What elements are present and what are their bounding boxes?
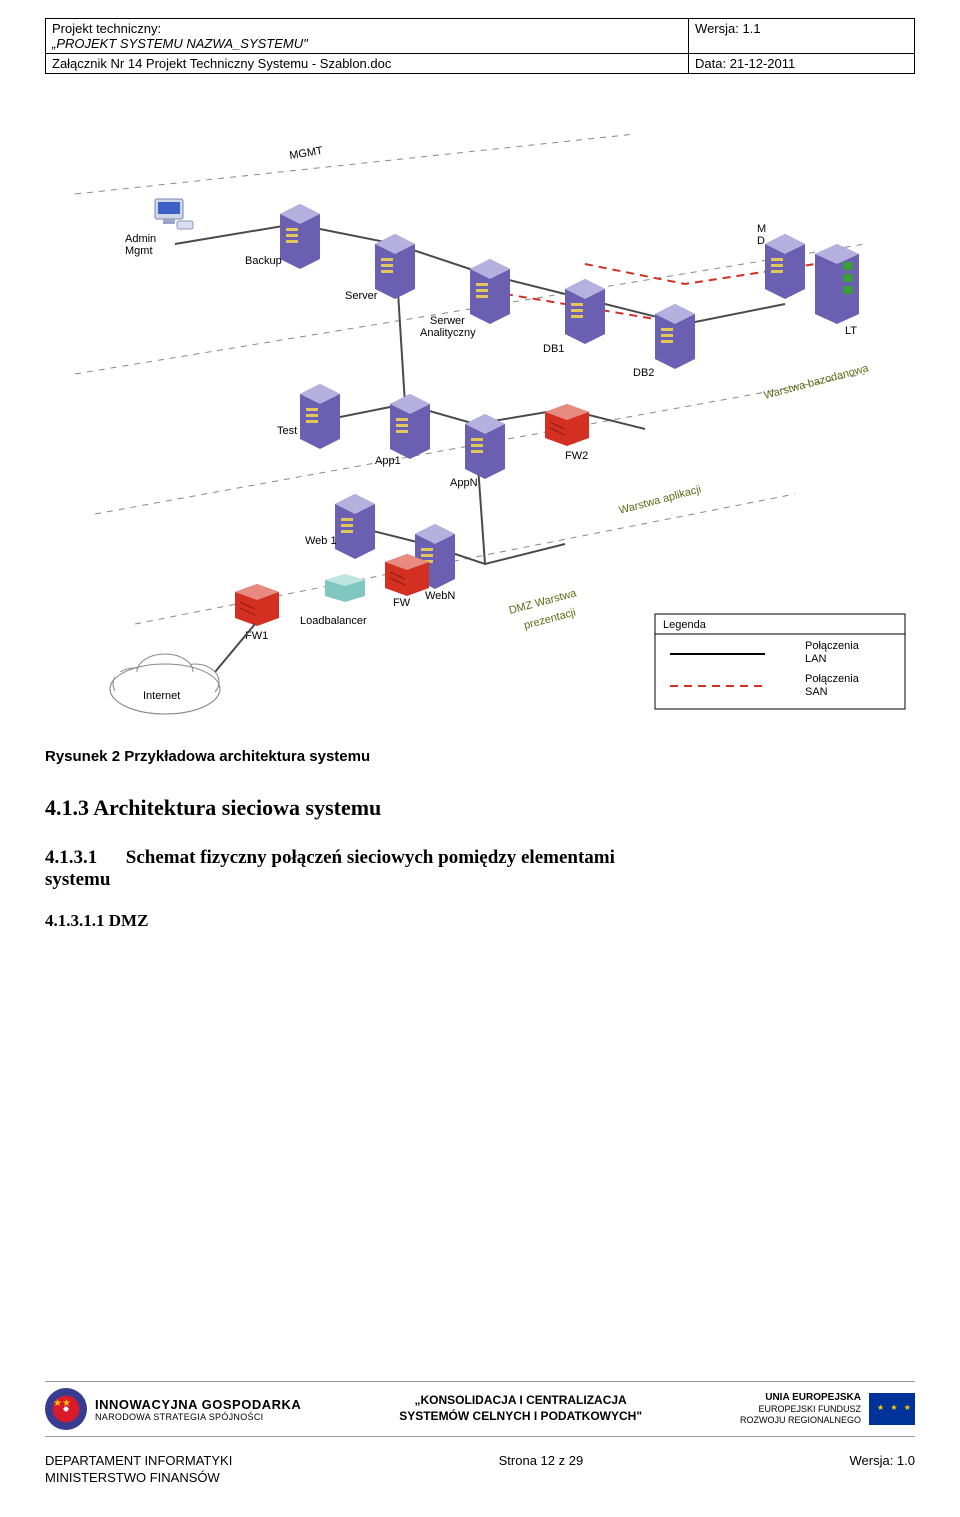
logo-eu: UNIA EUROPEJSKA EUROPEJSKI FUNDUSZ ROZWO…: [740, 1392, 915, 1426]
ig-title: INNOWACYJNA GOSPODARKA: [95, 1397, 301, 1412]
label-layer-db: Warstwa bazodanowa: [763, 362, 871, 402]
footer-version: Wersja: 1.0: [849, 1453, 915, 1487]
footer-logos: INNOWACYJNA GOSPODARKA NARODOWA STRATEGI…: [45, 1381, 915, 1437]
architecture-diagram: MGMT Admin Mgmt Backup Server Serwer Ana…: [45, 124, 915, 724]
footer-page: Strona 12 z 29: [499, 1453, 584, 1487]
label-layer-app: Warstwa aplikacji: [618, 483, 703, 516]
svg-text:Mgmt: Mgmt: [125, 245, 153, 257]
label-appn: AppN: [450, 477, 478, 489]
svg-text:Połączenia: Połączenia: [805, 640, 860, 652]
svg-text:Analityczny: Analityczny: [420, 327, 476, 339]
header-right-1: Wersja: 1.1: [689, 19, 915, 54]
header-right-2: Data: 21-12-2011: [689, 54, 915, 74]
label-lt: LT: [845, 325, 857, 337]
footer-dept: DEPARTAMENT INFORMATYKI: [45, 1453, 232, 1470]
footer-meta: DEPARTAMENT INFORMATYKI MINISTERSTWO FIN…: [45, 1453, 915, 1487]
header-left-1: Projekt techniczny: „PROJEKT SYSTEMU NAZ…: [46, 19, 689, 54]
label-db2: DB2: [633, 367, 654, 379]
ig-icon: [45, 1388, 87, 1430]
figure-caption: Rysunek 2 Przykładowa architektura syste…: [45, 748, 915, 765]
label-web1: Web 1: [305, 535, 337, 547]
label-test: Test: [277, 425, 297, 437]
footer-ministry: MINISTERSTWO FINANSÓW: [45, 1470, 232, 1487]
label-md: M: [757, 223, 766, 235]
label-fw: FW: [393, 597, 411, 609]
legend-box: Legenda Połączenia LAN Połączenia SAN: [655, 614, 905, 709]
label-server: Server: [345, 290, 378, 302]
heading-4-1-3: 4.1.3 Architektura sieciowa systemu: [45, 795, 915, 821]
eu-flag-icon: [869, 1393, 915, 1425]
label-app1: App1: [375, 455, 401, 467]
label-db1: DB1: [543, 343, 564, 355]
label-webn: WebN: [425, 590, 455, 602]
label-lb: Loadbalancer: [300, 615, 367, 627]
logo-innowacyjna: INNOWACYJNA GOSPODARKA NARODOWA STRATEGI…: [45, 1388, 301, 1430]
header-line1b: „PROJEKT SYSTEMU NAZWA_SYSTEMU": [52, 36, 308, 51]
svg-text:D: D: [757, 235, 765, 247]
label-mgmt: MGMT: [289, 145, 324, 162]
header-left-2: Załącznik Nr 14 Projekt Techniczny Syste…: [46, 54, 689, 74]
footer-center: „KONSOLIDACJA I CENTRALIZACJA SYSTEMÓW C…: [399, 1393, 642, 1424]
label-analytic1: Serwer: [430, 315, 465, 327]
label-admin: Admin: [125, 233, 156, 245]
svg-text:Połączenia: Połączenia: [805, 673, 860, 685]
heading-4-1-3-1-1: 4.1.3.1.1 DMZ: [45, 911, 915, 931]
svg-text:SAN: SAN: [805, 686, 828, 698]
header-line1a: Projekt techniczny:: [52, 21, 161, 36]
ig-sub: NARODOWA STRATEGIA SPÓJNOŚCI: [95, 1412, 301, 1422]
svg-text:Legenda: Legenda: [663, 619, 707, 631]
svg-text:LAN: LAN: [805, 653, 826, 665]
label-backup: Backup: [245, 255, 282, 267]
heading-4-1-3-1: 4.1.3.1 Schemat fizyczny połączeń siecio…: [45, 847, 915, 891]
header-table: Projekt techniczny: „PROJEKT SYSTEMU NAZ…: [45, 18, 915, 74]
internet-cloud: Internet: [110, 654, 220, 714]
label-fw2: FW2: [565, 450, 588, 462]
svg-text:Internet: Internet: [143, 690, 180, 702]
